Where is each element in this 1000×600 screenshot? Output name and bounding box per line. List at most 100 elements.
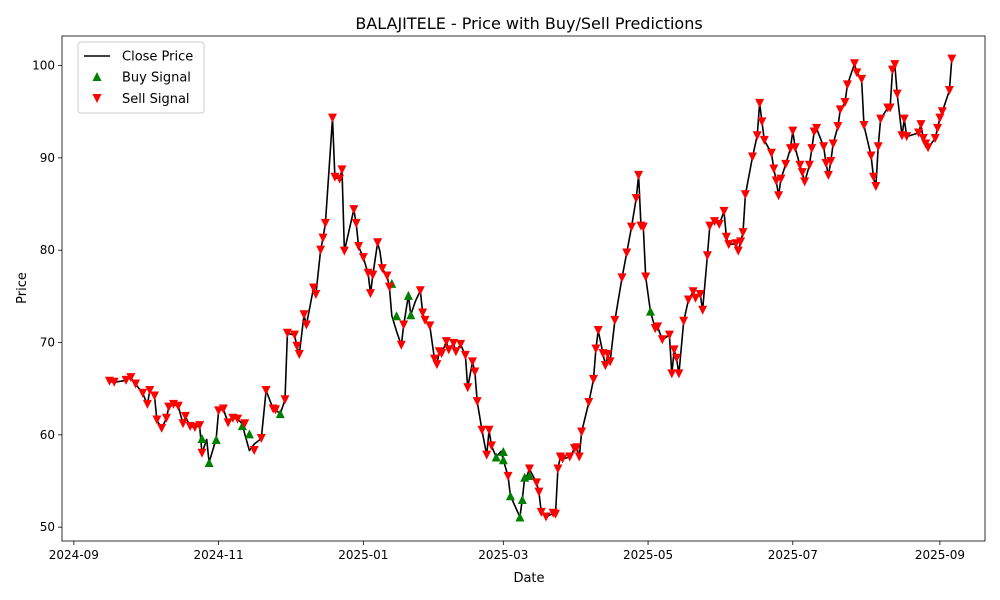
sell-signal-marker (551, 509, 561, 519)
sell-signal-marker (425, 321, 435, 331)
sell-signal-marker (774, 191, 784, 201)
sell-signal-marker (299, 310, 309, 320)
y-axis: 50 60 70 80 90 100 (32, 59, 62, 534)
sell-signal-marker (871, 181, 881, 191)
sell-signal-marker (752, 131, 762, 141)
sell-signal-marker (868, 172, 878, 182)
sell-signal-marker (109, 377, 119, 387)
sell-signal-marker (384, 282, 394, 292)
sell-signal-marker (691, 293, 701, 303)
buy-signal-marker (498, 455, 508, 465)
sell-signal-marker (482, 450, 492, 460)
sell-signal-marker (683, 295, 693, 305)
sell-signal-marker (456, 339, 466, 349)
sell-signal-marker (449, 338, 459, 348)
buy-signal-marker (515, 512, 525, 522)
y-tick-label: 80 (40, 243, 55, 257)
sell-signal-marker (335, 174, 345, 184)
sell-signal-marker (688, 287, 698, 297)
y-tick-label: 60 (40, 428, 55, 442)
sell-signal-marker (731, 239, 741, 249)
sell-signal-marker (892, 89, 902, 99)
sell-signal-marker (593, 326, 603, 336)
buy-signal-marker (505, 491, 515, 501)
buy-signal-marker (517, 494, 527, 504)
sell-signal-marker (823, 170, 833, 180)
sell-signal-marker (368, 270, 378, 280)
sell-signal-marker (437, 349, 447, 359)
sell-signal-marker (702, 251, 712, 261)
sell-signal-marker (828, 139, 838, 149)
sell-signal-marker (757, 117, 767, 127)
sell-signal-marker (309, 283, 319, 293)
sell-signal-marker (484, 425, 494, 435)
sell-signal-marker (532, 478, 542, 488)
sell-signal-marker (415, 286, 425, 296)
x-tick-label: 2025-07 (768, 548, 818, 562)
sell-signal-marker (914, 128, 924, 138)
sell-signal-marker (477, 425, 487, 435)
sell-signal-marker (790, 143, 800, 153)
sell-signal-marker (339, 246, 349, 256)
sell-signal-marker (944, 85, 954, 95)
sell-signal-marker (316, 245, 326, 255)
sell-signal-marker (622, 248, 632, 258)
sell-signal-marker (859, 121, 869, 131)
sell-signal-marker (833, 121, 843, 131)
buy-signal-marker (197, 434, 207, 444)
sell-signal-marker (292, 341, 302, 351)
sell-signal-marker (142, 399, 152, 409)
x-axis: 2024-09 2024-11 2025-01 2025-03 2025-05 2025-… (49, 541, 965, 562)
sell-signal-marker (164, 402, 174, 412)
sell-signal-marker (161, 413, 171, 423)
sell-signal-marker (899, 114, 909, 124)
sell-signal-marker (916, 120, 926, 130)
sell-signal-marker (311, 290, 321, 300)
sell-signal-marker (214, 406, 224, 416)
sell-signal-marker (337, 165, 347, 175)
sell-signal-marker (460, 350, 470, 360)
sell-signal-marker (373, 238, 383, 248)
sell-signal-marker (617, 273, 627, 283)
sell-signal-marker (574, 452, 584, 462)
sell-signal-marker (631, 193, 641, 203)
sell-signal-marker (320, 218, 330, 228)
sell-signal-marker (463, 383, 473, 393)
sell-signal-marker (180, 411, 190, 421)
sell-signal-marker (472, 397, 482, 407)
sell-signal-marker (759, 135, 769, 145)
sell-signal-marker (121, 375, 131, 385)
x-tick-label: 2025-09 (915, 548, 965, 562)
sell-signal-marker (218, 404, 228, 414)
sell-signal-marker (157, 423, 167, 433)
sell-signal-marker (918, 133, 928, 143)
sell-signal-marker (669, 345, 679, 355)
sell-signal-marker (294, 350, 304, 360)
sell-signal-marker (876, 114, 886, 124)
sell-signal-marker (577, 427, 587, 437)
sell-signal-marker (430, 354, 440, 364)
y-tick-label: 90 (40, 151, 55, 165)
buy-signal-marker (244, 429, 254, 439)
sell-signal-marker (420, 315, 430, 325)
sell-signal-marker (354, 241, 364, 251)
y-tick-label: 70 (40, 336, 55, 350)
legend-sell-signal-swatch (92, 94, 102, 103)
sell-signal-marker (600, 361, 610, 371)
sell-signal-marker (503, 471, 513, 481)
sell-signal-marker (451, 347, 461, 357)
buy-signal-marker (406, 310, 416, 320)
sell-signal-marker (733, 246, 743, 256)
sell-signal-marker (866, 151, 876, 161)
sell-signal-marker (849, 59, 859, 69)
sell-signal-marker (190, 422, 200, 432)
sell-signal-marker (781, 159, 791, 169)
sell-signal-marker (240, 419, 250, 429)
sell-signal-marker (821, 158, 831, 168)
buy-signal-marker (204, 458, 214, 468)
sell-signal-marker (318, 233, 328, 243)
sell-signal-marker (382, 271, 392, 281)
sell-signal-marker (804, 160, 814, 170)
sell-signal-marker (178, 419, 188, 429)
